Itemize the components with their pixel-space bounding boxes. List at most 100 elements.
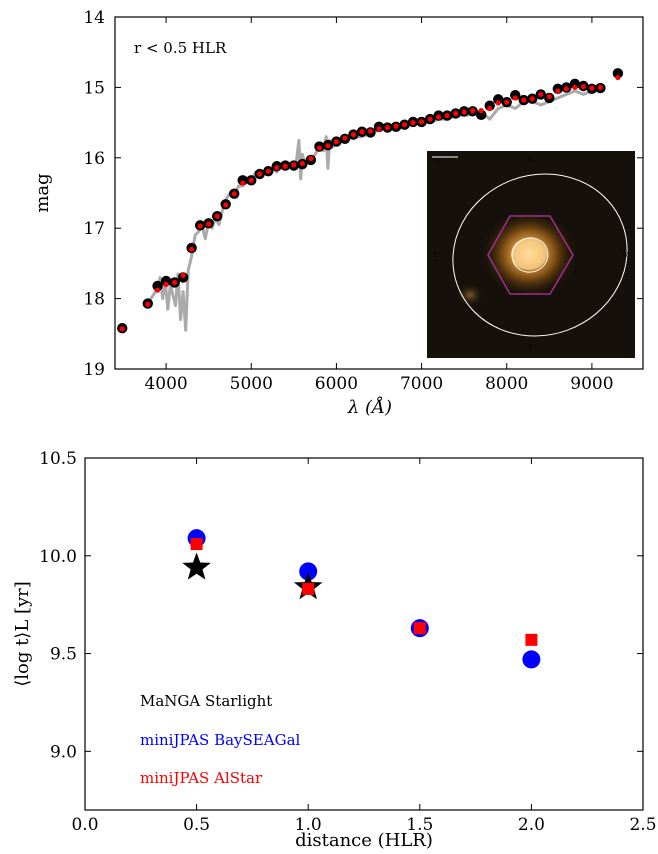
bottom-y-tick-label: 9.5	[50, 645, 77, 665]
red-model-point	[495, 100, 501, 106]
red-model-point	[589, 85, 595, 91]
red-model-point	[410, 120, 416, 126]
red-model-point	[487, 105, 493, 112]
top-y-tick-label: 15	[83, 78, 105, 98]
legend-minijpas-alstar: miniJPAS AlStar	[140, 769, 263, 787]
red-model-point	[478, 108, 484, 114]
red-model-point	[461, 109, 467, 115]
red-model-point	[359, 129, 365, 135]
scale-bar-label: 5 ″	[436, 159, 445, 166]
bayseagal-point	[299, 562, 318, 581]
legend-minijpas-bayseagal: miniJPAS BaySEAGal	[140, 731, 301, 749]
red-model-point	[512, 95, 518, 101]
top-x-tick-label: 7000	[400, 374, 443, 394]
top-y-axis-label: mag	[32, 173, 53, 212]
red-model-point	[436, 114, 442, 120]
red-model-point	[197, 223, 203, 229]
legend: MaNGA Starlight miniJPAS BaySEAGal miniJ…	[140, 692, 301, 787]
red-model-point	[248, 177, 254, 183]
top-y-tick-label: 14	[83, 8, 105, 28]
black-photometry-point	[484, 100, 495, 111]
top-y-tick-label: 19	[83, 360, 105, 380]
red-model-point	[316, 145, 322, 151]
red-model-point	[538, 91, 544, 98]
top-x-tick-label: 4000	[144, 374, 187, 394]
bottom-x-axis-label: distance (HLR)	[295, 830, 433, 851]
red-model-point	[555, 88, 561, 94]
bottom-y-tick-label: 10.0	[39, 547, 77, 567]
bottom-y-tick-label: 9.0	[50, 742, 77, 762]
black-photometry-point	[475, 109, 487, 121]
black-photometry-point	[160, 275, 172, 287]
compass-west: W	[622, 252, 629, 259]
bottom-plot-frame	[84, 457, 644, 811]
red-model-point	[401, 122, 408, 128]
galaxy-inset-image: 5 ″ N E W S	[427, 151, 635, 358]
red-model-point	[376, 126, 382, 132]
red-model-point	[521, 97, 527, 103]
red-model-point	[119, 326, 125, 332]
black-photometry-point	[612, 68, 624, 79]
ifu-hexagon	[487, 215, 574, 295]
red-model-point	[154, 287, 161, 293]
red-model-point	[282, 163, 288, 169]
bottom-y-axis-label: ⟨log t⟩L [yr]	[12, 581, 33, 687]
red-model-point	[427, 116, 433, 122]
outer-ellipse-aperture	[452, 173, 628, 337]
top-x-tick-label: 6000	[315, 374, 358, 394]
red-model-point	[418, 119, 425, 125]
red-model-point	[384, 124, 391, 131]
red-model-point	[350, 131, 357, 138]
black-photometry-point	[152, 280, 163, 292]
red-model-point	[504, 99, 510, 105]
top-axes: 4000 5000 6000 7000 8000 9000 14 15 16 17 18 19	[83, 8, 643, 394]
red-model-point	[367, 128, 374, 134]
red-model-point	[214, 213, 220, 219]
red-model-point	[223, 202, 229, 208]
red-model-point	[240, 180, 246, 186]
manga-starlight-point	[182, 552, 211, 580]
alstar-point	[302, 583, 315, 596]
compass-south: S	[528, 345, 532, 352]
red-model-point	[572, 84, 578, 90]
alstar-point	[525, 633, 538, 646]
legend-manga-starlight: MaNGA Starlight	[140, 692, 272, 710]
bottom-axes: 0.0 0.5 1.0 1.5 2.0 2.5 9.0 9.5 10.0 10.5	[39, 449, 656, 835]
black-photometry-point	[569, 78, 581, 90]
bottom-x-tick-label: 2.0	[518, 815, 545, 835]
bottom-x-tick-label: 1.0	[295, 815, 322, 835]
alstar-point	[413, 622, 426, 635]
top-x-tick-label: 8000	[485, 374, 528, 394]
top-y-tick-label: 16	[83, 149, 105, 169]
red-model-point	[597, 84, 604, 90]
bottom-x-tick-label: 0.0	[71, 815, 98, 835]
aperture-annotation: r < 0.5 HLR	[134, 39, 227, 57]
top-plot-frame	[114, 16, 644, 370]
red-model-point	[342, 135, 348, 141]
age-panel: 0.0 0.5 1.0 1.5 2.0 2.5 9.0 9.5 10.0 10.5 MaNGA S…	[12, 449, 657, 851]
red-model-point	[163, 281, 169, 288]
red-model-point	[265, 168, 271, 174]
red-model-point	[172, 279, 178, 286]
inner-ellipse-aperture	[511, 237, 549, 273]
black-photometry-point	[237, 175, 248, 186]
age-points	[182, 529, 541, 669]
bottom-x-tick-label: 1.5	[406, 815, 433, 835]
alstar-point	[190, 538, 203, 551]
bottom-y-tick-label: 10.5	[39, 449, 77, 469]
red-model-point	[444, 112, 450, 119]
red-model-point	[145, 301, 151, 307]
red-model-point	[529, 96, 535, 102]
red-model-point	[308, 155, 314, 162]
red-model-point	[333, 139, 340, 145]
photometry-points	[117, 68, 624, 334]
red-model-point	[274, 165, 280, 171]
compass-north: N	[527, 157, 532, 164]
red-model-point	[180, 272, 186, 278]
red-model-point	[393, 123, 399, 129]
red-model-point	[453, 110, 459, 117]
red-model-point	[189, 246, 195, 252]
top-x-axis-label: λ (Å)	[347, 396, 392, 418]
red-model-point	[325, 143, 331, 149]
black-photometry-point	[510, 89, 521, 101]
